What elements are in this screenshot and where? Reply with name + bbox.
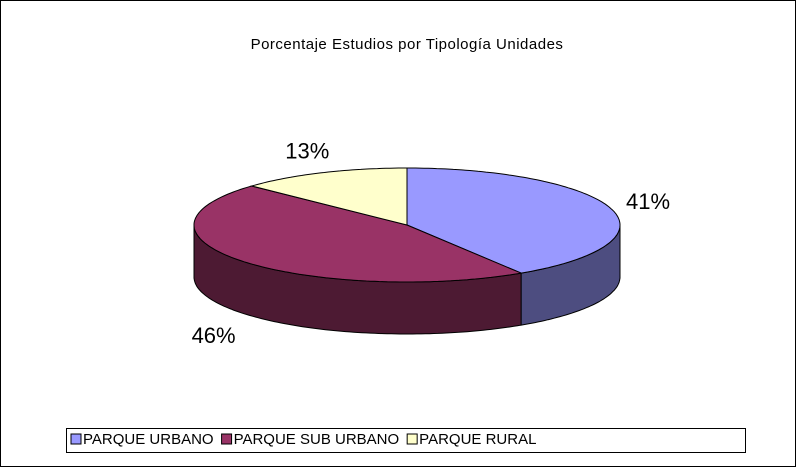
chart-title: Porcentaje Estudios por Tipología Unidad… xyxy=(251,36,564,53)
legend-label: PARQUE URBANO xyxy=(83,431,214,448)
legend xyxy=(66,428,746,453)
legend-swatch xyxy=(221,433,233,445)
legend-label: PARQUE SUB URBANO xyxy=(234,431,400,448)
data-label: 13% xyxy=(285,138,329,163)
data-label: 41% xyxy=(626,189,670,214)
data-label: 46% xyxy=(192,323,236,348)
slice xyxy=(406,167,621,274)
legend-swatch xyxy=(70,433,82,445)
legend-label: PARQUE RURAL xyxy=(419,431,536,448)
slice xyxy=(193,185,523,283)
legend-swatch xyxy=(406,433,418,445)
slice xyxy=(249,167,408,226)
